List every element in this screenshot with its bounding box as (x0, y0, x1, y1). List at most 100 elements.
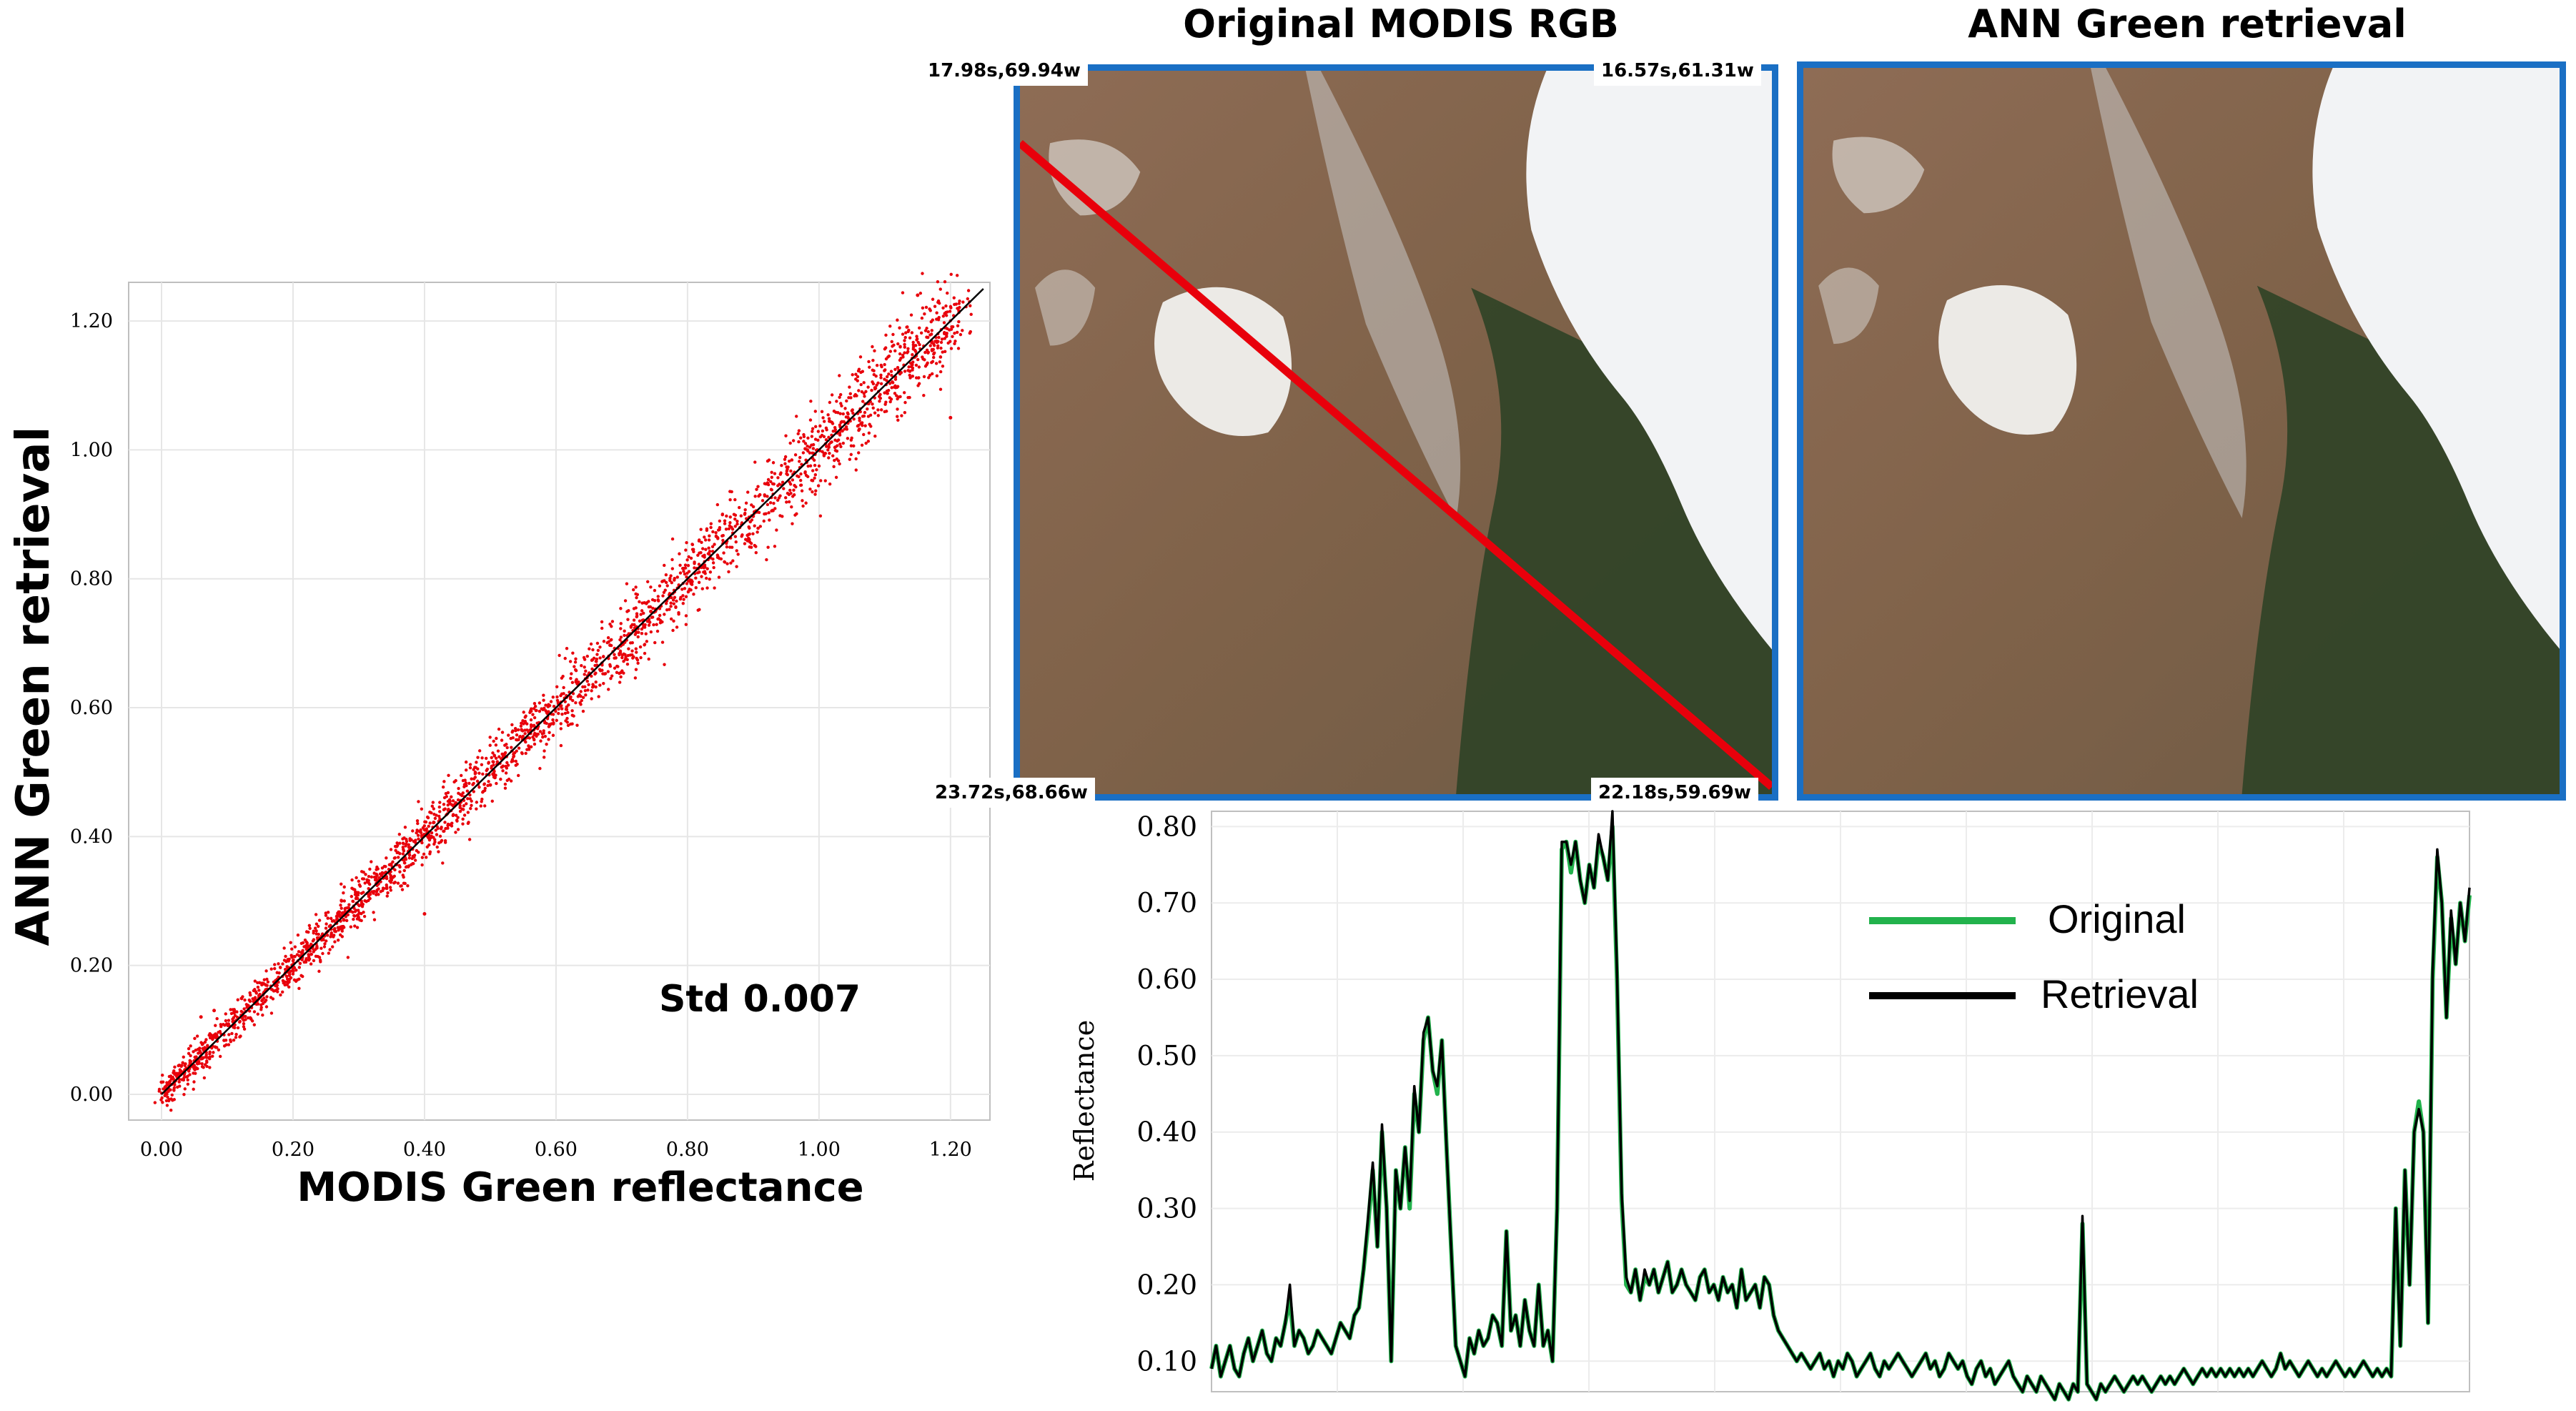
scatter-point (570, 680, 575, 685)
scatter-point (811, 469, 815, 472)
scatter-point (966, 297, 970, 301)
scatter-point (538, 730, 543, 733)
scatter-point (804, 501, 808, 505)
scatter-point (269, 1011, 274, 1015)
scatter-point (643, 651, 647, 655)
profile-plot-area (1211, 811, 2470, 1392)
scatter-point (682, 566, 685, 570)
scatter-point (783, 457, 787, 461)
scatter-point (826, 448, 830, 452)
scatter-point (415, 848, 419, 853)
scatter-point (645, 580, 650, 583)
scatter-point (511, 759, 515, 763)
scatter-point (594, 671, 598, 675)
scatter-point (728, 521, 732, 525)
scatter-point (573, 660, 578, 664)
scatter-point (232, 1011, 236, 1014)
scatter-point (928, 307, 931, 311)
scatter-point (686, 564, 690, 568)
scatter-point (598, 668, 602, 671)
scatter-point (606, 670, 610, 673)
scatter-point (928, 373, 932, 377)
scatter-point (683, 587, 687, 590)
scatter-point (375, 890, 379, 893)
scatter-point (280, 990, 284, 994)
scatter-point (640, 632, 644, 635)
scatter-point (797, 475, 801, 479)
scatter-point (398, 851, 402, 856)
legend-label-original: Original (2048, 896, 2186, 941)
scatter-point (624, 655, 628, 659)
scatter-point (793, 453, 798, 457)
scatter-point (581, 709, 585, 713)
scatter-point (703, 572, 707, 575)
scatter-point (785, 500, 788, 504)
scatter-point (769, 480, 773, 483)
scatter-plot: 0.00 0.20 0.40 0.60 0.80 1.00 1.20 0.00 0.20 0.4… (7, 272, 991, 1211)
scatter-point (622, 660, 625, 663)
scatter-point (790, 458, 793, 462)
scatter-point (838, 374, 841, 377)
scatter-point (402, 881, 406, 885)
scatter-point (456, 798, 460, 802)
scatter-point (818, 514, 823, 518)
scatter-point (583, 665, 586, 669)
scatter-point (879, 408, 883, 412)
scatter-point (500, 765, 504, 769)
scatter-point (241, 1017, 244, 1021)
scatter-point (532, 742, 537, 746)
scatter-point (795, 415, 798, 418)
scatter-point (483, 804, 487, 808)
scatter-point (831, 422, 835, 425)
scatter-point (483, 788, 487, 793)
scatter-point (871, 345, 874, 349)
scatter-point (573, 665, 576, 668)
scatter-point (670, 567, 675, 570)
scatter-point (307, 959, 311, 962)
scatter-point (503, 751, 507, 755)
scatter-point (748, 520, 752, 524)
scatter-point (955, 330, 959, 335)
scatter-point (551, 718, 555, 722)
scatter-point (607, 688, 610, 691)
scatter-point (626, 618, 630, 621)
scatter-point (786, 472, 789, 477)
scatter-point (632, 588, 635, 592)
scatter-point (773, 507, 777, 510)
scatter-point (568, 697, 573, 700)
scatter-point (754, 550, 758, 555)
scatter-point (588, 647, 591, 650)
scatter-point (663, 613, 666, 616)
scatter-point (833, 448, 838, 452)
scatter-point (214, 1024, 217, 1027)
scatter-point (318, 959, 322, 962)
scatter-point (545, 721, 548, 726)
scatter-point (193, 1068, 197, 1071)
scatter-point (635, 658, 640, 662)
scatter-point (931, 342, 936, 346)
scatter-point (301, 941, 305, 945)
scatter-point (290, 955, 294, 959)
scatter-point (285, 965, 289, 969)
scatter-point (317, 924, 320, 929)
scatter-point (674, 605, 678, 609)
scatter-point (242, 1021, 246, 1026)
scatter-point (441, 861, 445, 865)
scatter-point (623, 633, 626, 638)
scatter-point (562, 692, 565, 695)
scatter-point (597, 695, 600, 698)
scatter-point (613, 666, 617, 670)
scatter-point (446, 822, 450, 826)
scatter-point (264, 969, 268, 973)
scatter-point (503, 786, 507, 790)
scatter-point (821, 416, 825, 420)
scatter-point (261, 1013, 264, 1017)
scatter-point (891, 381, 895, 385)
scatter-point (860, 390, 864, 394)
scatter-point (802, 440, 806, 443)
scatter-point (836, 438, 841, 442)
scatter-point (915, 338, 918, 342)
scatter-point (522, 711, 525, 714)
scatter-point (492, 739, 495, 743)
scatter-point (879, 382, 883, 385)
